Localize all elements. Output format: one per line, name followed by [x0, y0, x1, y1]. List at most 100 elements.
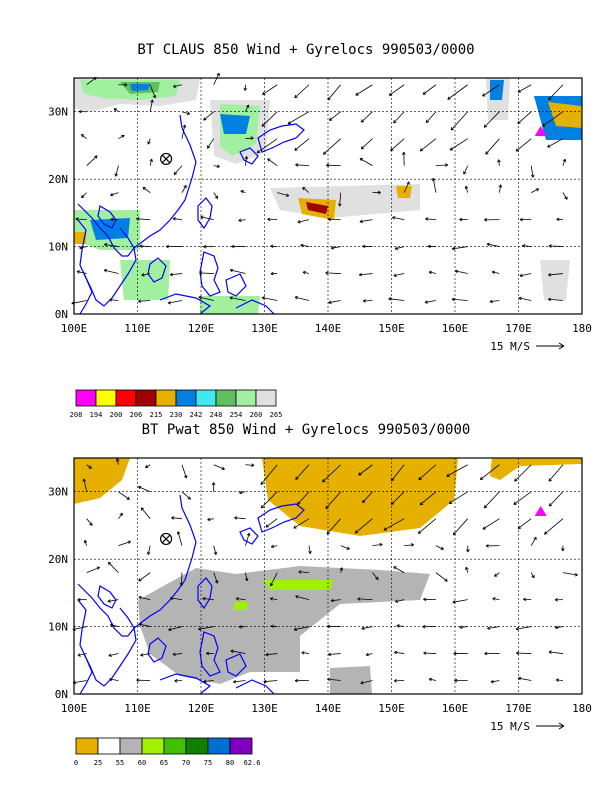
wind-vector [143, 187, 150, 192]
wind-vector [118, 492, 129, 500]
wind-vector [518, 112, 531, 124]
wind-vector [147, 546, 150, 555]
wind-vector [394, 651, 404, 654]
legend-swatch [76, 390, 96, 406]
pwat-low [262, 458, 458, 536]
lon-label: 110E [124, 322, 151, 335]
cloud-gray [540, 260, 570, 300]
wind-vector [150, 159, 153, 166]
legend-label: 248 [210, 411, 223, 419]
wind-vector [394, 679, 404, 682]
legend-label: 242 [190, 411, 203, 419]
legend-label: 194 [90, 411, 103, 419]
wind-vector [487, 243, 499, 246]
wind-vector [139, 573, 151, 581]
wind-vector [110, 624, 118, 627]
wind-vector [233, 680, 245, 683]
legend-swatch [76, 738, 98, 754]
wind-vector [208, 518, 214, 521]
legend-label: 230 [170, 411, 183, 419]
wind-vector [366, 653, 372, 656]
wind-vector [389, 298, 405, 301]
triangle-marker-icon [535, 506, 547, 516]
wind-vector [168, 301, 182, 305]
wind-vector [394, 274, 404, 277]
lon-label: 120E [188, 702, 215, 715]
wind-vector [360, 158, 372, 165]
lat-label: 30N [48, 486, 68, 499]
wind-vector [423, 85, 436, 95]
wind-vector [268, 218, 278, 221]
wind-vector [484, 492, 499, 508]
wind-vector [212, 482, 215, 491]
scale-label: 15 M/S [490, 720, 530, 733]
wind-vector [182, 185, 186, 192]
wind-vector [245, 464, 254, 467]
wind-vector [491, 680, 500, 683]
legend-swatch [142, 738, 164, 754]
wind-vector [394, 112, 405, 123]
coastline [226, 274, 246, 296]
wind-vector [549, 492, 563, 506]
wind-vector [451, 112, 468, 130]
legend-swatch [230, 738, 252, 754]
panel1-title: BT CLAUS 850 Wind + Gyrelocs 990503/0000 [0, 42, 612, 58]
lat-label: 20N [48, 553, 68, 566]
wind-vector [87, 156, 97, 166]
legend-label: 215 [150, 411, 163, 419]
wind-vector [109, 298, 118, 301]
wind-vector [302, 651, 309, 654]
wind-vector [81, 135, 86, 139]
legend-swatch [186, 738, 208, 754]
wind-vector [326, 164, 340, 167]
legend-label: 25 [94, 759, 102, 767]
lon-label: 180 [572, 322, 592, 335]
wind-vector [492, 271, 499, 274]
coastline [98, 586, 116, 608]
pwat-low [74, 458, 130, 504]
wind-vector [494, 573, 499, 577]
wind-vector [423, 598, 436, 601]
wind-vector [232, 245, 246, 248]
wind-vector [214, 165, 220, 168]
wind-vector [518, 677, 531, 680]
wind-vector [522, 244, 531, 247]
wind-vector [549, 245, 563, 248]
wind-vector [531, 166, 534, 178]
panel2-title: BT Pwat 850 Wind + Gyrelocs 990503/0000 [0, 422, 612, 438]
wind-vector [73, 627, 87, 631]
wind-vector [555, 598, 563, 601]
legend-label: 55 [116, 759, 124, 767]
wind-vector [523, 598, 531, 601]
wind-vector [329, 301, 341, 304]
scale-label: 15 M/S [490, 340, 530, 353]
wind-vector [114, 109, 118, 112]
wind-vector [301, 244, 309, 247]
coastline [198, 198, 212, 228]
legend-label: 62.6 [244, 759, 261, 767]
pwat-high [234, 602, 248, 610]
wind-vector [104, 269, 118, 273]
wind-vector [556, 679, 563, 682]
wind-vector [423, 625, 436, 628]
legend-swatch [156, 390, 176, 406]
wind-vector [138, 300, 150, 303]
lon-label: 100E [61, 322, 88, 335]
wind-vector [148, 139, 151, 144]
wind-vector [450, 139, 468, 150]
wind-vector [244, 85, 247, 91]
wind-vector [361, 139, 372, 149]
wind-vector [453, 600, 468, 604]
lon-label: 130E [251, 702, 278, 715]
wind-vector [448, 85, 468, 100]
lon-label: 130E [251, 322, 278, 335]
wind-vector [518, 85, 531, 92]
wind-vector [452, 298, 468, 301]
wind-vector [264, 680, 277, 683]
wind-vector [136, 218, 150, 221]
lon-label: 160E [442, 702, 469, 715]
wind-vector [362, 627, 373, 630]
wind-vector [420, 139, 436, 151]
